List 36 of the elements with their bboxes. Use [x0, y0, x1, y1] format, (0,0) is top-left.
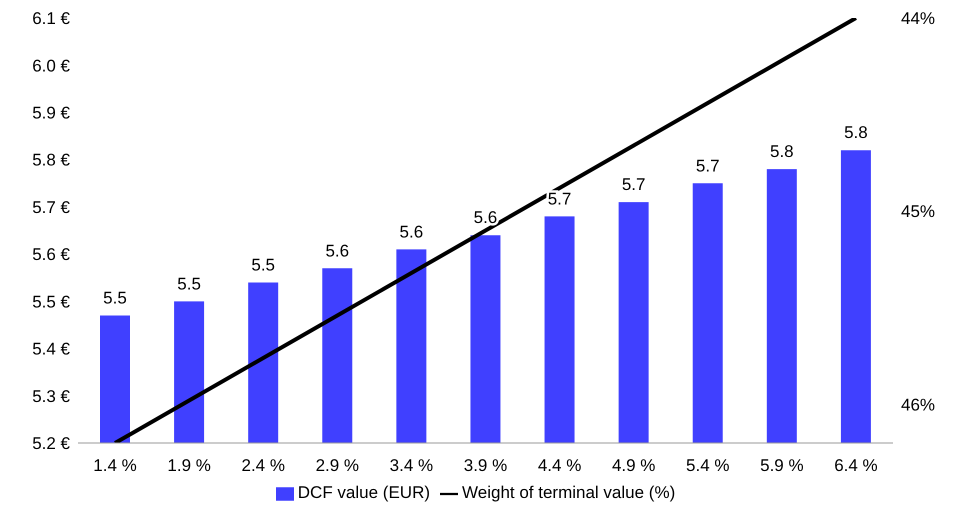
data-label: 5.7: [696, 156, 720, 176]
legend-label: DCF value (EUR): [298, 483, 430, 502]
x-tick-label: 2.9 %: [316, 456, 360, 476]
x-tick-label: 2.4 %: [241, 456, 285, 476]
x-tick-label: 5.9 %: [760, 456, 804, 476]
x-tick-label: 5.4 %: [686, 456, 730, 476]
x-tick-label: 1.4 %: [93, 456, 137, 476]
y2-tick-label: 44%: [901, 9, 936, 28]
data-label: 5.8: [770, 142, 794, 162]
x-tick-label: 1.9 %: [167, 456, 211, 476]
y2-tick-label: 46%: [901, 395, 936, 414]
x-tick-label: 6.4 %: [834, 456, 878, 476]
y-tick-label: 5.4 €: [32, 340, 71, 359]
x-tick-label: 3.9 %: [464, 456, 508, 476]
y-tick-label: 5.8 €: [32, 150, 71, 170]
y-tick-label: 5.2 €: [32, 434, 71, 454]
x-tick-label: 3.4 %: [390, 456, 434, 476]
data-label: 5.7: [622, 175, 646, 194]
y-tick-label: 5.3 €: [32, 386, 71, 406]
y-tick-label: 5.9 €: [32, 103, 71, 122]
data-label: 5.5: [251, 255, 275, 274]
data-label: 5.6: [474, 208, 498, 228]
data-label: 5.6: [325, 241, 350, 260]
data-label: 5.5: [103, 288, 127, 308]
x-tick-label: 4.4 %: [538, 456, 582, 476]
y-tick-label: 6.1 €: [32, 9, 71, 28]
y2-tick-label: 45%: [901, 202, 936, 222]
y-tick-label: 5.6 €: [32, 245, 71, 264]
data-label: 5.8: [844, 123, 868, 142]
y-tick-label: 5.5 €: [32, 292, 71, 312]
legend-label: Weight of terminal value (%): [462, 483, 676, 502]
data-label: 5.6: [400, 222, 424, 242]
data-label: 5.5: [177, 274, 201, 294]
x-tick-label: 4.9 %: [612, 456, 656, 476]
y-tick-label: 6.0 €: [32, 56, 71, 76]
y-tick-label: 5.7 €: [32, 198, 71, 217]
